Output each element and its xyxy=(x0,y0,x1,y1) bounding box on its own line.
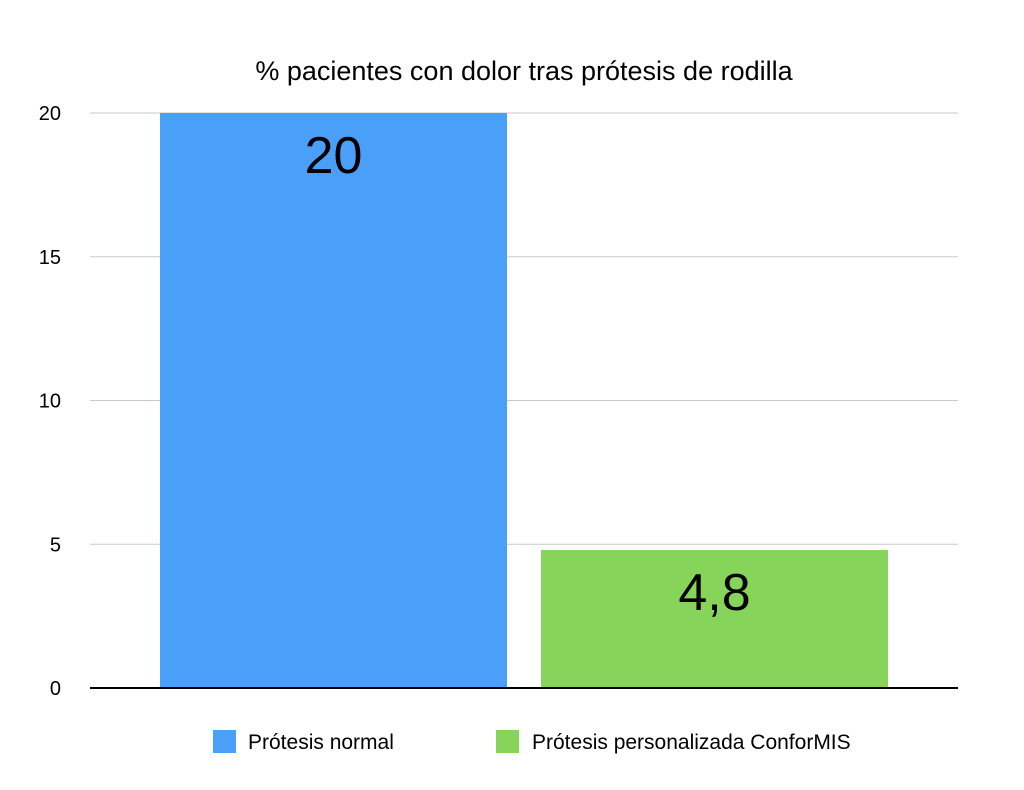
chart-title: % pacientes con dolor tras prótesis de r… xyxy=(255,56,793,86)
data-label: 4,8 xyxy=(678,564,750,622)
bar-protesis-conformis xyxy=(541,550,888,688)
legend-label: Prótesis normal xyxy=(248,731,394,754)
y-tick-label: 20 xyxy=(39,103,61,125)
bar-protesis-normal xyxy=(160,113,507,688)
data-labels: 204,8 xyxy=(305,127,751,622)
legend-swatch xyxy=(496,730,519,753)
y-tick-label: 15 xyxy=(39,247,61,269)
legend-swatch xyxy=(213,730,236,753)
y-tick-label: 0 xyxy=(50,678,61,700)
y-tick-label: 10 xyxy=(39,391,61,413)
legend: Prótesis normal Prótesis personalizada Co… xyxy=(213,730,851,754)
data-label: 20 xyxy=(305,127,363,185)
legend-label: Prótesis personalizada ConforMIS xyxy=(532,731,851,754)
y-tick-label: 5 xyxy=(50,534,61,556)
y-axis-ticks: 0 5 10 15 20 xyxy=(39,103,61,700)
bars xyxy=(160,113,888,688)
